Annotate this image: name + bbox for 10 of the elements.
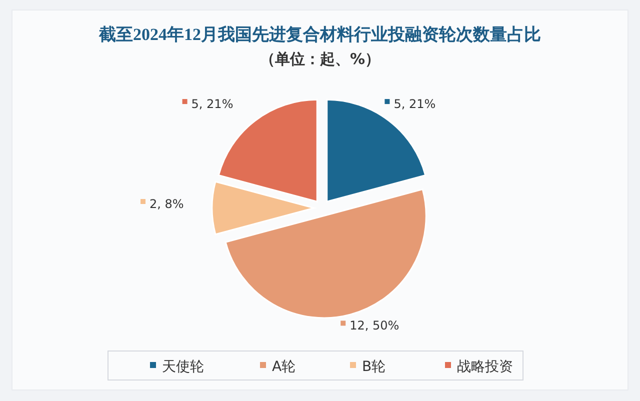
chart-subtitle: （单位：起、%）	[260, 50, 380, 68]
data-label: 5, 21%	[191, 97, 234, 112]
legend-label: B轮	[362, 359, 386, 375]
legend-label: 战略投资	[457, 359, 513, 375]
legend-label: 天使轮	[162, 359, 204, 375]
data-label: 2, 8%	[150, 197, 184, 211]
legend-label: A轮	[272, 359, 296, 375]
data-label: 12, 50%	[350, 318, 400, 333]
chart-title: 截至2024年12月我国先进复合材料行业投融资轮次数量占比	[98, 25, 541, 44]
data-label: 5, 21%	[394, 97, 436, 112]
